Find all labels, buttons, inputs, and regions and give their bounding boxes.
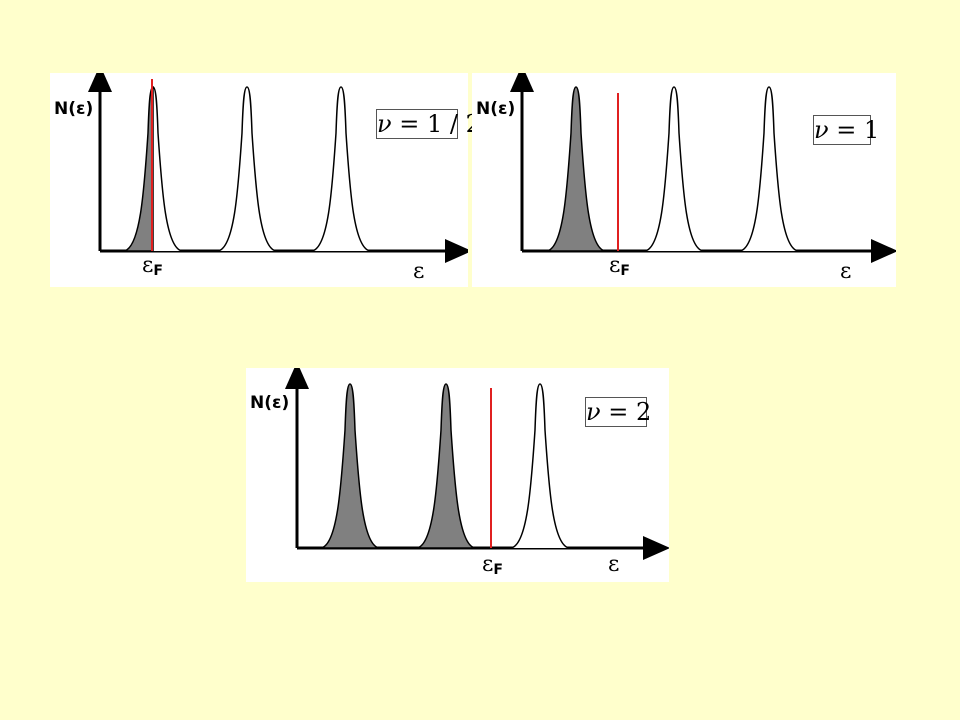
fermi-energy-label: εF — [482, 552, 503, 578]
x-axis-label: ε — [413, 259, 425, 284]
y-axis-label: N(ε) — [250, 393, 290, 413]
dos-plot-nu-two — [285, 368, 669, 560]
peak-3 — [510, 383, 570, 549]
nu-symbol: ν — [814, 116, 829, 144]
fermi-subscript: F — [620, 263, 630, 279]
x-axis-label: ε — [608, 552, 620, 577]
panel-nu-one: N(ε) εF ε ν = 1 — [472, 73, 896, 287]
fermi-symbol: ε — [482, 552, 494, 577]
peaks — [123, 86, 371, 252]
nu-symbol: ν — [377, 110, 392, 138]
peak-2-filled — [416, 383, 476, 549]
fermi-energy-label: εF — [609, 253, 630, 279]
nu-value: = 2 — [608, 398, 652, 426]
fermi-symbol: ε — [609, 253, 621, 278]
peak-3 — [311, 86, 371, 252]
filling-factor-box: ν = 1 — [813, 115, 879, 145]
fermi-energy-label: εF — [142, 253, 163, 279]
peak-1-empty-half — [152, 86, 183, 252]
peak-2 — [644, 86, 704, 252]
peak-1-filled-half — [123, 86, 154, 252]
y-axis-label: N(ε) — [54, 99, 94, 119]
peak-1-filled — [546, 86, 606, 252]
filling-factor-box: ν = 2 — [585, 397, 651, 427]
dos-plot-nu-one — [510, 73, 896, 263]
nu-symbol: ν — [586, 398, 601, 426]
filling-factor-box: ν = 1 / 2 — [376, 109, 481, 139]
dos-plot-nu-half — [88, 73, 468, 263]
x-axis-label: ε — [840, 259, 852, 284]
panel-nu-half: N(ε) εF ε ν = 1 / 2 — [50, 73, 481, 287]
peak-3 — [739, 86, 799, 252]
peaks — [320, 383, 570, 549]
peak-1-filled — [320, 383, 380, 549]
fermi-symbol: ε — [142, 253, 154, 278]
y-axis-label: N(ε) — [476, 99, 516, 119]
nu-value: = 1 / 2 — [399, 110, 481, 138]
fermi-subscript: F — [493, 562, 503, 578]
panel-nu-two: N(ε) εF ε ν = 2 — [246, 368, 669, 582]
nu-value: = 1 — [836, 116, 880, 144]
peak-2 — [217, 86, 277, 252]
peaks — [546, 86, 799, 252]
fermi-subscript: F — [153, 263, 163, 279]
